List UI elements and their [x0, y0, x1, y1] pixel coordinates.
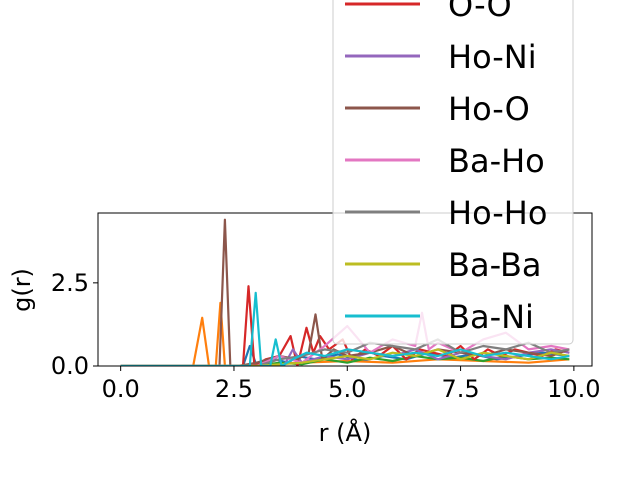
x-tick-label: 5.0 [328, 375, 366, 403]
y-tick-label: 2.5 [51, 269, 89, 297]
legend-label: Ba-Ba [448, 246, 542, 284]
legend-label: Ho-O [448, 90, 530, 128]
series-line-1 [120, 301, 570, 366]
y-axis-label: g(r) [8, 268, 36, 312]
y-axis: 0.0 2.5 [51, 269, 98, 380]
series-line-7 [120, 338, 570, 366]
legend-box [332, 0, 574, 345]
x-tick-label: 7.5 [441, 375, 479, 403]
legend-label: Ba-Ni [448, 298, 534, 336]
x-axis-label: r (Å) [319, 418, 372, 447]
legend-label: Ho-Ni [448, 38, 537, 76]
x-tick-label: 2.5 [215, 375, 253, 403]
legend-label: Ho-Ho [448, 194, 547, 232]
y-tick-label: 0.0 [51, 352, 89, 380]
legend-label: O-O [448, 0, 512, 24]
x-axis: 0.0 2.5 5.0 7.5 10.0 [102, 366, 601, 403]
x-tick-label: 10.0 [547, 375, 600, 403]
legend: O-O Ho-Ni Ho-O Ba-Ho Ho-Ho Ba-Ba Ba-Ni [332, 0, 574, 345]
x-tick-label: 0.0 [102, 375, 140, 403]
series-line-8 [120, 348, 570, 366]
series-line-9 [120, 291, 570, 366]
legend-label: Ba-Ho [448, 142, 545, 180]
